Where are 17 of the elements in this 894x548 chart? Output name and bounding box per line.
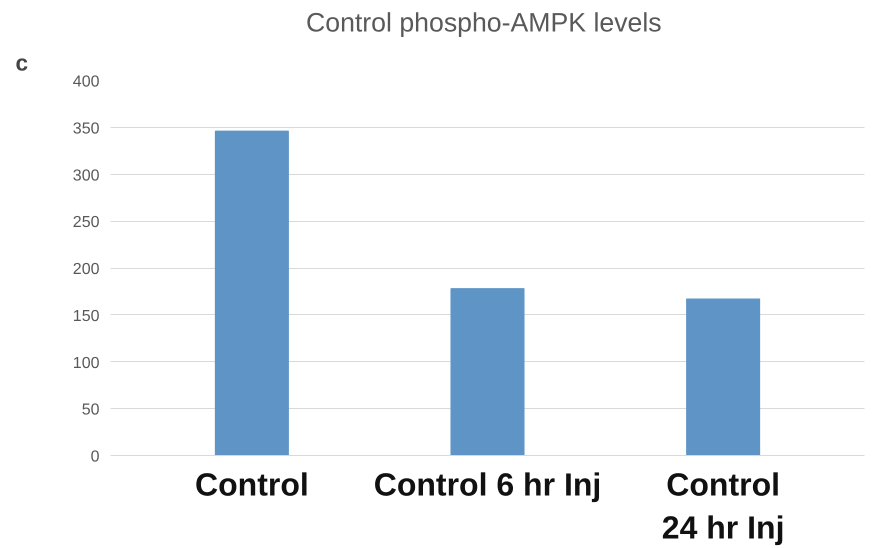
y-tick-label: 250 — [72, 214, 100, 232]
y-tick-label: 150 — [72, 308, 100, 325]
y-tick-label: 50 — [82, 402, 100, 419]
y-tick-label: 100 — [72, 354, 100, 372]
x-tick-label: Control — [195, 466, 309, 502]
y-tick-label: 200 — [72, 261, 100, 278]
x-tick-label: Control 24 hr Inj — [662, 466, 784, 546]
y-tick-label: 400 — [72, 74, 100, 90]
bar — [214, 130, 289, 456]
y-tick-label: 0 — [90, 448, 100, 466]
y-tick-label: 350 — [72, 120, 100, 138]
y-tick-label: 300 — [72, 167, 100, 184]
x-tick-label: Control 6 hr Inj — [374, 466, 602, 502]
chart-title: Control phospho-AMPK levels — [306, 8, 662, 38]
text: c — [16, 50, 28, 76]
bar — [450, 288, 525, 456]
bar — [686, 298, 760, 456]
